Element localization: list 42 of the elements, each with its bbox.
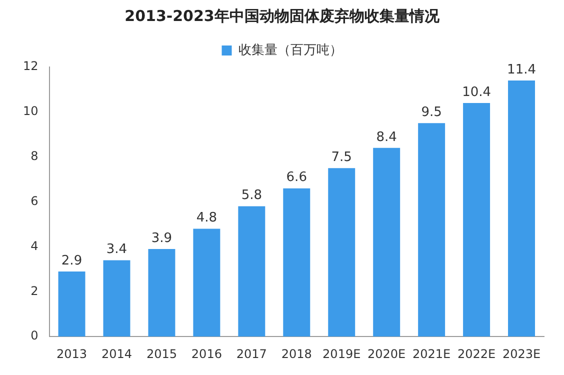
x-tick-label: 2017 <box>236 346 267 361</box>
x-tick-label: 2020E <box>368 346 406 361</box>
data-label: 7.5 <box>331 150 352 165</box>
bar <box>418 123 446 337</box>
data-label: 3.4 <box>106 242 128 258</box>
y-tick-label: 12 <box>22 59 38 74</box>
data-label: 11.4 <box>507 62 536 78</box>
x-tick-label: 2015 <box>146 346 177 361</box>
bar <box>373 148 400 337</box>
bar <box>193 228 220 337</box>
chart-title: 2013-2023年中国动物固体废弃物收集量情况 <box>124 6 440 25</box>
x-tick-label: 2013 <box>56 346 88 361</box>
bar <box>463 102 490 337</box>
bar <box>283 188 310 337</box>
data-label: 9.5 <box>421 105 442 120</box>
data-label: 6.6 <box>286 170 307 186</box>
data-label: 3.9 <box>151 230 172 246</box>
x-tick-label: 2023E <box>502 346 541 361</box>
data-label: 8.4 <box>376 130 397 145</box>
y-tick-label: 10 <box>22 104 38 118</box>
x-tick-label: 2016 <box>191 346 222 361</box>
x-tick-label: 2014 <box>101 346 132 361</box>
data-label: 5.8 <box>241 188 262 204</box>
bar <box>238 206 266 337</box>
legend-label: 收集量（百万吨） <box>238 42 342 58</box>
y-tick-label: 6 <box>30 194 38 208</box>
bar <box>58 271 86 337</box>
y-tick-label: 2 <box>30 284 38 298</box>
bar <box>103 260 130 337</box>
data-label: 2.9 <box>61 253 82 268</box>
bar <box>148 248 176 337</box>
x-tick-label: 2019E <box>322 346 361 361</box>
x-tick-label: 2018 <box>281 346 312 361</box>
x-tick-label: 2021E <box>412 346 451 361</box>
bar <box>508 80 536 337</box>
y-tick-label: 4 <box>30 238 38 253</box>
y-tick-label: 0 <box>30 328 38 343</box>
x-tick-label: 2022E <box>457 346 496 361</box>
data-label: 10.4 <box>462 84 492 100</box>
y-tick-label: 8 <box>30 148 38 163</box>
data-label: 4.8 <box>196 210 218 226</box>
bar <box>328 168 356 337</box>
